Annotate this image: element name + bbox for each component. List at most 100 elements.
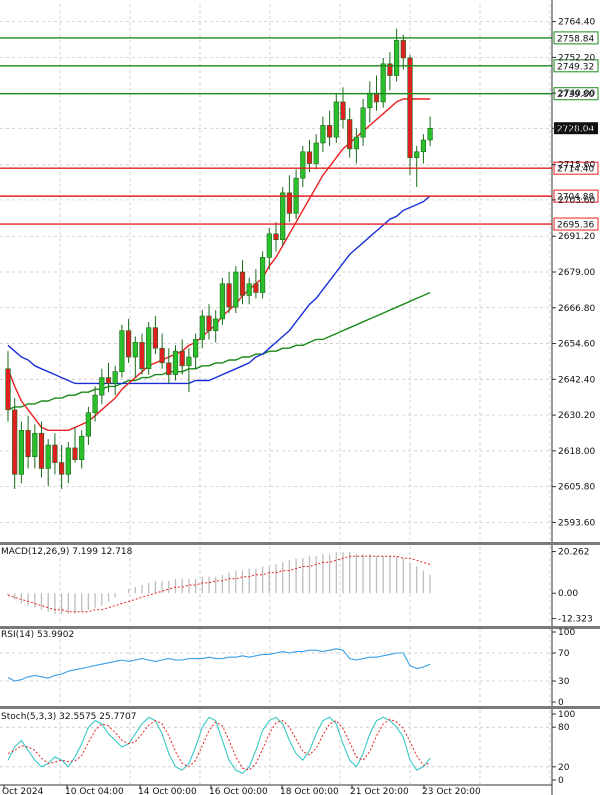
candle-57 [387,52,393,91]
macd-panel: MACD(12,26,9) 7.199 12.718 20.262 0.00 -12.… [1,547,593,625]
candle-body-36 [246,283,252,296]
candle-body-2 [18,430,25,475]
candle-40 [273,222,279,252]
candle-2 [18,421,25,484]
stoch-tick-label-3: 0 [558,776,564,786]
candle-47 [320,116,326,152]
candle-body-45 [306,151,313,164]
candle-body-27 [186,356,192,367]
candle-body-32 [219,283,226,320]
candle-body-18 [126,330,132,358]
candle-49 [333,93,339,143]
candle-body-63 [427,128,433,141]
candle-body-29 [199,315,205,340]
candle-44 [300,145,306,187]
candle-29 [199,310,205,349]
candle-body-25 [172,350,179,375]
candle-body-14 [99,377,105,396]
candle-body-46 [313,142,319,164]
candle-body-37 [253,283,259,293]
candle-body-48 [326,125,333,138]
macd-tick-label-1: 0.00 [558,589,578,599]
candle-body-54 [367,92,373,109]
price-tick-label-0: 2764.40 [558,18,595,28]
candle-20 [139,333,145,375]
price-tick-label-1: 2752.20 [558,53,595,63]
level-tag-box-5 [553,217,599,231]
candle-19 [132,336,138,378]
candle-36 [246,277,252,305]
ma-green-line [7,291,431,411]
candle-5 [38,421,45,478]
candle-body-24 [166,362,172,375]
rsi-line [7,648,431,682]
candle-61 [414,145,420,187]
candle-3 [25,415,31,469]
candle-32 [219,277,226,325]
price-tick-label-7: 2679.00 [558,268,595,278]
candles-layer [5,28,433,489]
stoch-label: Stoch(5,3,3) 32.5575 25.7707 [1,712,136,722]
candle-body-7 [52,444,58,463]
price-tick-label-4: 2715.60 [558,161,595,171]
candle-62 [420,134,427,164]
candle-body-61 [414,151,420,158]
candle-27 [186,348,192,393]
time-tick-label-6: 23 Oct 20:00 [422,787,481,795]
price-tick-label-6: 2691.20 [558,232,595,242]
candle-body-10 [72,447,78,460]
time-axis: Oct 2024 10 Oct 04:00 14 Oct 00:00 16 Oct 0… [0,784,552,795]
candle-body-23 [159,347,165,364]
candle-body-53 [360,107,366,138]
candle-body-13 [92,394,98,414]
sep-rsi-stoch [0,706,600,709]
candle-body-15 [105,377,112,384]
candle-48 [326,110,333,146]
macd-tick-label-2: -12.323 [558,615,593,625]
candle-22 [152,315,159,355]
candle-59 [400,34,406,70]
candle-body-60 [407,57,413,158]
ma-red-line [7,98,431,431]
candle-25 [172,345,179,381]
rsi-tick-label-3: 0 [558,698,564,708]
candle-body-31 [213,318,219,331]
candle-38 [259,251,266,299]
candle-52 [353,128,360,164]
candle-body-41 [280,192,286,241]
candle-18 [126,318,132,363]
candle-body-1 [12,409,18,475]
candle-8 [58,444,65,489]
candle-35 [239,260,246,305]
candle-46 [313,134,319,170]
candle-7 [52,433,58,475]
candle-42 [286,175,293,223]
candle-23 [159,333,165,369]
candle-body-47 [320,125,326,144]
stoch-panel: Stoch(5,3,3) 32.5575 25.7707 100 80 20 0 [0,710,575,786]
candle-34 [233,266,239,314]
candle-11 [79,430,85,469]
candle-33 [226,272,232,314]
candle-body-34 [233,271,239,308]
candle-body-35 [239,271,246,296]
candle-21 [146,321,152,375]
candle-51 [347,107,353,158]
rsi-label: RSI(14) 53.9902 [1,630,74,640]
price-tick-label-14: 2593.60 [558,518,595,528]
candle-9 [65,442,71,484]
price-tick-label-3: 2728.00 [558,124,595,134]
stoch-tick-label-1: 80 [558,723,570,733]
candle-45 [306,140,313,173]
candle-body-55 [373,92,380,103]
candle-body-22 [152,327,159,349]
candle-12 [85,406,91,445]
time-tick-label-3: 16 Oct 00:00 [209,787,268,795]
levels-layer: 2758.84 2749.32 2739.80 2714.40 2704.88 2695.… [0,31,599,231]
time-tick-label-4: 18 Oct 00:00 [280,787,339,795]
price-tick-label-10: 2642.40 [558,375,595,385]
rsi-tick-label-1: 70 [558,649,570,659]
candle-39 [266,228,272,270]
